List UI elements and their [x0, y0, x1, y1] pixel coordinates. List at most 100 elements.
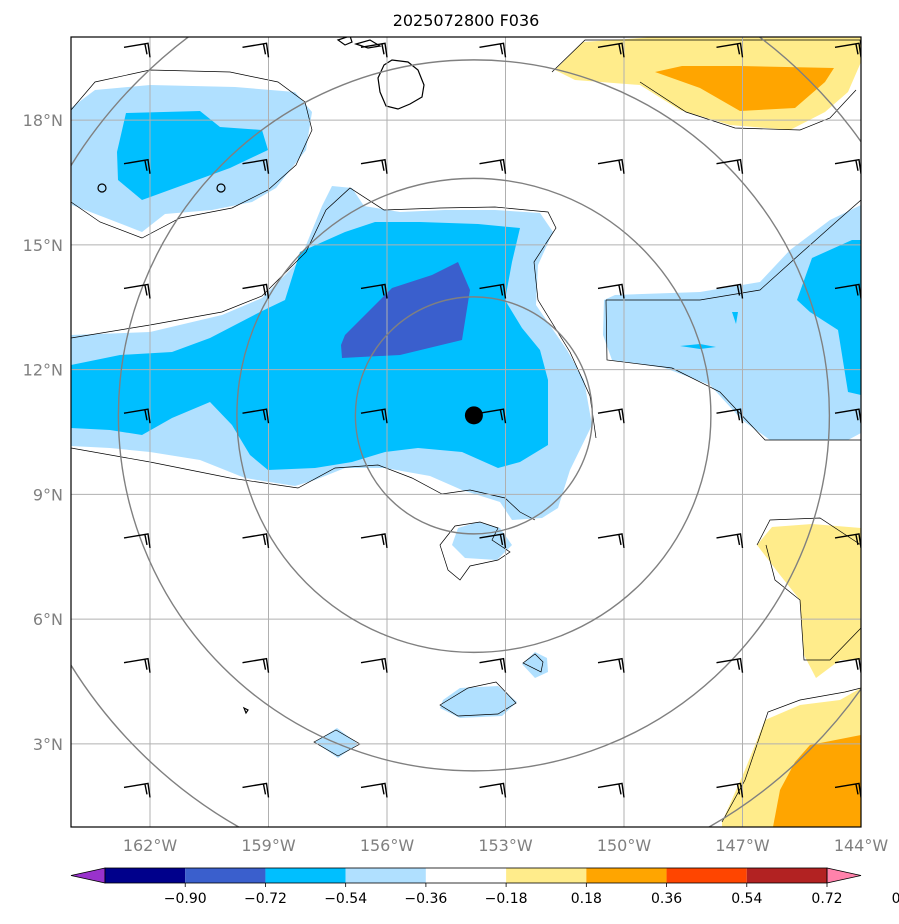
colorbar-segment-2 — [265, 868, 346, 883]
wind-barb-8 — [242, 657, 270, 673]
hawaii-big-island-outline — [377, 59, 425, 110]
wind-barb-11 — [597, 657, 625, 673]
wind-barb-23 — [360, 408, 388, 424]
wind-barb-36 — [242, 158, 270, 174]
figure-title: 2025072800 F036 — [393, 11, 540, 30]
wind-barb-48 — [834, 42, 861, 58]
wind-barb-32 — [597, 283, 625, 299]
wind-barb-5 — [716, 782, 744, 798]
colorbar-label-4: −0.18 — [485, 891, 528, 907]
contour-east-8n — [756, 517, 861, 661]
colorbar-label-3: −0.36 — [404, 891, 447, 907]
wind-barb-3 — [479, 782, 507, 798]
wind-barb-9 — [360, 657, 388, 673]
wind-barb-2 — [360, 782, 388, 798]
wind-barb-0 — [123, 782, 151, 798]
wind-barb-10 — [479, 657, 507, 673]
field-sky-blue-east — [797, 240, 861, 395]
wind-barb-42 — [123, 42, 151, 58]
colorbar-label-9: 0.90 — [892, 891, 899, 907]
center-marker-layer — [464, 406, 483, 425]
lon-tick-label-4: 150°W — [597, 836, 652, 855]
wind-barb-29 — [242, 283, 270, 299]
grid-lines — [71, 37, 861, 827]
colorbar-label-0: −0.90 — [164, 891, 207, 907]
wind-barb-40 — [716, 158, 744, 174]
map-panel: 162°W 159°W 156°W 153°W 150°W 147°W 144°W 3°N 6… — [23, 36, 889, 855]
contour-northwest — [71, 69, 313, 239]
colorbar-label-8: 0.72 — [811, 891, 842, 907]
lon-tick-label-3: 153°W — [478, 836, 533, 855]
lon-tick-label-6: 144°W — [834, 836, 889, 855]
range-ring-1 — [354, 296, 594, 535]
lat-tick-label-4: 15°N — [23, 236, 63, 255]
wind-barb-19 — [716, 533, 744, 549]
range-rings — [71, 37, 861, 827]
contour-blob-4n — [439, 681, 517, 717]
storm-center-marker — [464, 406, 483, 425]
wind-barbs — [123, 42, 861, 798]
wind-barb-46 — [597, 42, 625, 58]
colorbar-segment-7 — [666, 868, 747, 883]
latitude-tick-labels: 3°N 6°N 9°N 12°N 15°N 18°N — [23, 111, 63, 754]
wind-barb-7 — [123, 657, 151, 673]
map-fields — [71, 37, 861, 827]
colorbar-segment-3 — [345, 868, 426, 883]
field-orange-northeast — [655, 66, 834, 111]
lat-tick-label-0: 3°N — [33, 735, 63, 754]
wind-barb-16 — [360, 533, 388, 549]
field-sky-blue-northwest — [117, 111, 268, 200]
colorbar-segment-5 — [506, 868, 587, 883]
colorbar-label-1: −0.72 — [244, 891, 287, 907]
colorbar-frame — [104, 867, 828, 884]
contour-east-band — [605, 199, 861, 441]
field-royal-blue-core — [341, 262, 470, 358]
wind-barb-27 — [834, 408, 861, 424]
wind-barb-38 — [479, 158, 507, 174]
wind-barb-14 — [123, 533, 151, 549]
map-frame — [70, 36, 862, 828]
colorbar-label-7: 0.54 — [731, 891, 762, 907]
wind-barb-26 — [716, 408, 744, 424]
colorbar-label-6: 0.36 — [651, 891, 682, 907]
island-outline-1 — [97, 183, 107, 193]
wind-barb-43 — [242, 42, 270, 58]
field-orange-southeast — [773, 735, 861, 827]
wind-barb-35 — [123, 158, 151, 174]
wind-barb-25 — [597, 408, 625, 424]
wind-barb-20 — [834, 533, 861, 549]
island-outline-3 — [242, 706, 249, 715]
colorbar-extend-low — [70, 867, 106, 884]
lon-tick-label-1: 159°W — [241, 836, 296, 855]
range-ring-2 — [236, 177, 712, 654]
wind-barb-24 — [479, 408, 507, 424]
wind-barb-37 — [360, 158, 388, 174]
colorbar-segment-1 — [185, 868, 266, 883]
wind-barb-22 — [242, 408, 270, 424]
contour-blob-8n — [439, 521, 511, 581]
wind-barb-17 — [479, 533, 507, 549]
field-light-blue-east-band — [603, 205, 861, 440]
wind-barb-41 — [834, 158, 861, 174]
lon-tick-label-0: 162°W — [123, 836, 178, 855]
wind-barb-6 — [834, 782, 861, 798]
wind-barb-33 — [716, 283, 744, 299]
wind-barb-47 — [716, 42, 744, 58]
lat-tick-label-5: 18°N — [23, 111, 63, 130]
wind-barb-4 — [597, 782, 625, 798]
wind-barb-15 — [242, 533, 270, 549]
colorbar-segment-0 — [105, 868, 186, 883]
colorbar-segment-6 — [586, 868, 667, 883]
longitude-tick-labels: 162°W 159°W 156°W 153°W 150°W 147°W 144°W — [123, 836, 889, 855]
contour-blob-5n — [522, 653, 544, 673]
contour-central-south — [71, 447, 536, 521]
field-light-blue-blob-4n — [440, 686, 517, 718]
island-outline-2 — [216, 183, 226, 193]
lat-tick-label-2: 9°N — [33, 485, 63, 504]
contour-lines — [71, 39, 861, 823]
wind-barb-44 — [360, 42, 388, 58]
wind-barb-31 — [479, 283, 507, 299]
wind-barb-13 — [834, 657, 861, 673]
lat-tick-label-3: 12°N — [23, 361, 63, 380]
